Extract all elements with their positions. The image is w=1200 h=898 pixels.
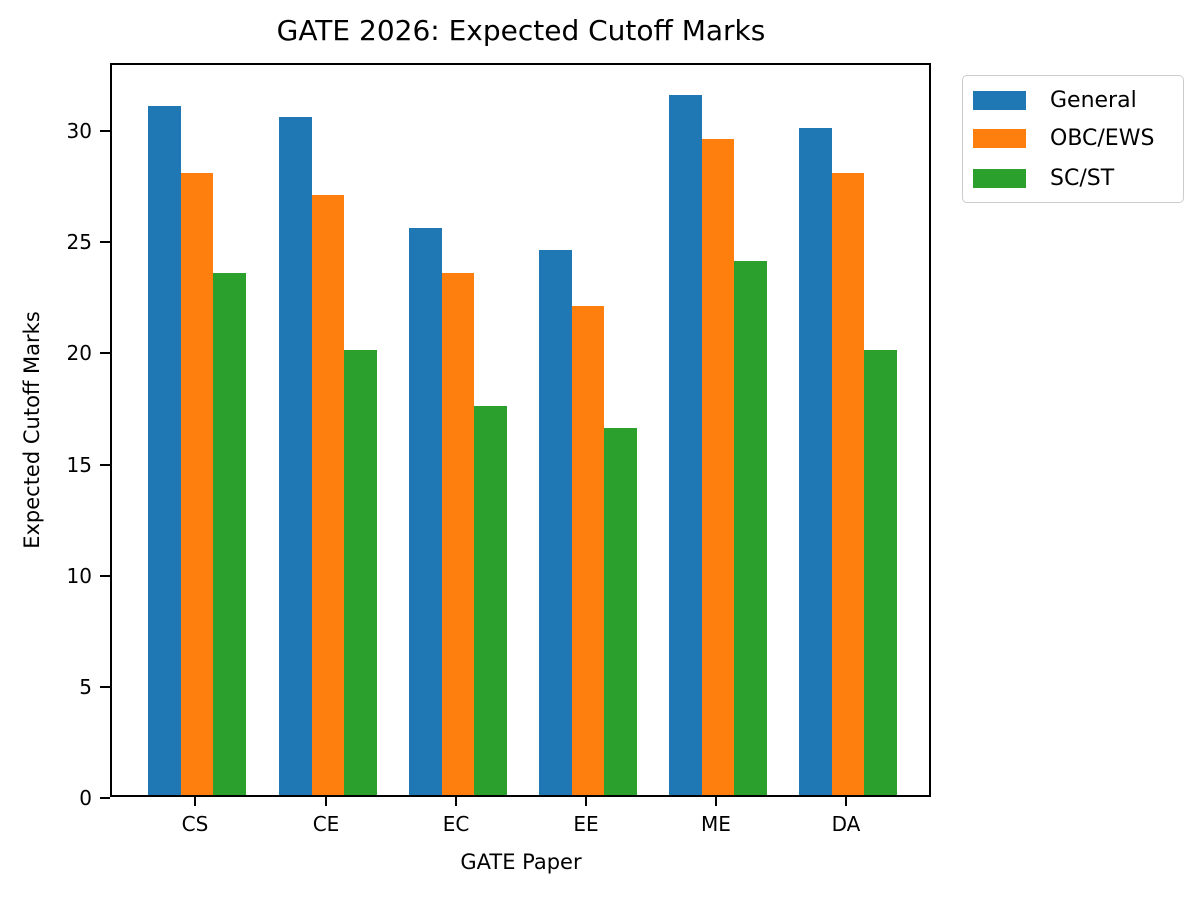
x-tick — [455, 797, 457, 806]
bar-ec-obc-ews — [441, 272, 475, 795]
y-tick — [100, 130, 110, 133]
x-tick — [325, 797, 327, 806]
y-tick-label: 20 — [66, 341, 92, 366]
bar-ee-general — [539, 250, 572, 795]
bar-me-sc-st — [734, 261, 767, 795]
x-tick-label: CS — [181, 812, 209, 836]
bar-ec-general — [409, 228, 442, 795]
bar-me-obc-ews — [701, 139, 735, 795]
chart-title: GATE 2026: Expected Cutoff Marks — [276, 14, 766, 47]
x-tick — [194, 797, 196, 806]
bar-ce-obc-ews — [311, 194, 345, 795]
y-tick — [100, 463, 110, 466]
legend-label: SC/ST — [1050, 165, 1115, 191]
plot-area — [110, 63, 931, 797]
y-tick-label: 10 — [66, 563, 92, 588]
x-axis-label: GATE Paper — [460, 850, 582, 874]
legend-item-sc-st: SC/ST — [973, 165, 1115, 191]
x-tick-label: ME — [701, 812, 731, 836]
y-tick-label: 5 — [79, 674, 92, 699]
legend-swatch-icon — [973, 90, 1026, 110]
legend-item-general: General — [973, 87, 1137, 113]
x-tick — [585, 797, 587, 806]
x-tick-label: CE — [312, 812, 340, 836]
y-tick-label: 15 — [66, 452, 92, 477]
y-tick-label: 0 — [79, 786, 92, 810]
legend-swatch-icon — [973, 128, 1026, 148]
y-tick — [100, 352, 110, 355]
y-tick — [100, 241, 110, 244]
bar-ee-obc-ews — [571, 305, 605, 795]
y-axis-label: Expected Cutoff Marks — [20, 311, 44, 549]
legend-swatch-icon — [973, 168, 1026, 188]
bar-ec-sc-st — [474, 405, 507, 795]
y-tick-label: 25 — [66, 230, 92, 255]
bar-da-obc-ews — [831, 172, 865, 795]
legend-label: General — [1050, 87, 1137, 113]
bar-da-sc-st — [864, 350, 897, 795]
legend: General OBC/EWS SC/ST — [962, 75, 1184, 203]
x-tick — [845, 797, 847, 806]
x-tick-label: EC — [442, 812, 470, 836]
y-tick — [100, 797, 110, 799]
y-tick — [100, 574, 110, 577]
bar-ce-sc-st — [344, 350, 377, 795]
legend-item-obc-ews: OBC/EWS — [973, 125, 1155, 151]
y-tick-label: 30 — [66, 119, 92, 144]
legend-label: OBC/EWS — [1050, 125, 1155, 151]
bar-me-general — [669, 94, 702, 795]
bar-cs-sc-st — [213, 272, 246, 795]
bar-cs-general — [148, 105, 181, 795]
x-tick-label: DA — [831, 812, 861, 836]
bar-cs-obc-ews — [180, 172, 214, 795]
x-tick-label: EE — [573, 812, 599, 836]
bar-ce-general — [279, 117, 312, 795]
y-tick — [100, 685, 110, 688]
bar-da-general — [799, 128, 832, 795]
bar-ee-sc-st — [604, 428, 637, 795]
x-tick — [715, 797, 717, 806]
